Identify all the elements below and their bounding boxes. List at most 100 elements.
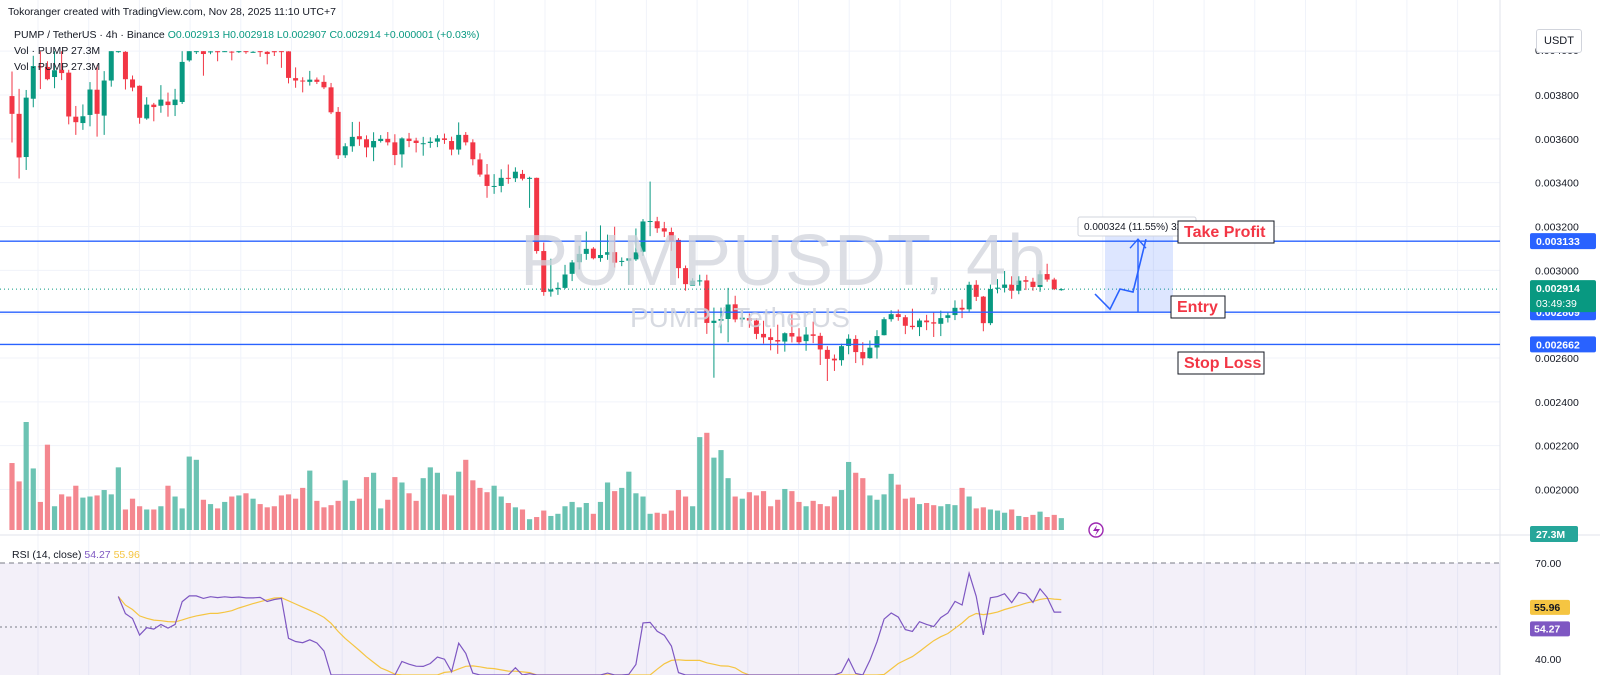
volume-bar: [704, 432, 710, 530]
volume-bar: [484, 492, 490, 530]
volume-badge: 27.3M: [1536, 529, 1565, 541]
candle-body: [144, 104, 150, 119]
volume-bar: [158, 506, 164, 530]
volume-bar: [739, 498, 745, 530]
candle-body: [293, 78, 299, 81]
ohlc-low: L0.002907: [276, 29, 327, 41]
candle-body: [498, 177, 504, 186]
candle-body: [562, 274, 568, 288]
candle-body: [434, 138, 440, 142]
candle-body: [817, 335, 823, 350]
candle-body: [931, 322, 937, 324]
candle-body: [1037, 274, 1043, 287]
candle-body: [314, 79, 320, 82]
candle-body: [803, 334, 809, 342]
volume-bar: [44, 444, 51, 530]
rsi-line: [117, 570, 1062, 675]
candle-body: [300, 80, 306, 82]
volume-bar: [541, 510, 547, 530]
symbol-watermark: PUMPUSDT, 4h: [520, 221, 1049, 301]
candle-body: [399, 138, 405, 155]
rsi-tick-label: 40.00: [1535, 654, 1561, 666]
candle-body: [853, 338, 859, 353]
rsi-legend[interactable]: RSI (14, close) 54.27 55.96: [12, 549, 140, 561]
volume-bar: [555, 513, 561, 530]
volume-bar: [250, 498, 256, 530]
candle-body: [980, 296, 986, 324]
candle-body: [810, 334, 816, 336]
symbol-info[interactable]: PUMP / TetherUS · 4h · Binance: [14, 29, 165, 41]
volume-bar: [1016, 515, 1022, 530]
candle-body: [597, 254, 603, 259]
candle-body: [335, 111, 341, 156]
candle-body: [130, 79, 136, 88]
volume-bar: [987, 509, 994, 530]
price-tick-label: 0.003200: [1535, 222, 1579, 234]
volume-bar: [654, 512, 660, 530]
candle-body: [590, 248, 596, 259]
price-tick-label: 0.003000: [1535, 265, 1579, 277]
volume-bar: [186, 456, 192, 530]
volume-bar: [1044, 517, 1050, 530]
volume-row-2[interactable]: Vol · PUMP 27.3M: [14, 61, 101, 73]
candle-body: [527, 177, 533, 179]
candle-body: [534, 177, 540, 252]
volume-bar: [399, 482, 405, 530]
symbol-info-line[interactable]: PUMP / TetherUS · 4h · Binance O0.002913…: [14, 29, 480, 41]
volume-bar: [760, 491, 767, 530]
volume-bar: [321, 507, 327, 530]
candle-body: [236, 51, 242, 53]
volume-bar: [888, 473, 894, 530]
volume-bar: [427, 467, 433, 530]
volume-bar: [633, 493, 639, 530]
candle-body: [605, 252, 611, 255]
price-tick-label: 0.003800: [1535, 90, 1579, 102]
candle-body: [349, 136, 355, 147]
take-profit-label: Take Profit: [1184, 224, 1266, 241]
candle-body: [158, 99, 164, 106]
price-tick-label: 0.002400: [1535, 397, 1579, 409]
candle-body: [881, 319, 887, 336]
volume-bar: [853, 472, 859, 530]
rsi-title[interactable]: RSI (14, close): [12, 549, 82, 561]
candle-body: [683, 268, 689, 285]
volume-bar: [356, 498, 363, 530]
candle-body: [328, 87, 334, 113]
candle-body: [753, 320, 759, 334]
volume-bar: [73, 485, 79, 530]
candle-body: [371, 141, 377, 148]
candle-body: [193, 51, 199, 53]
candle-body: [9, 96, 15, 114]
volume-bar: [37, 501, 43, 530]
volume-bar: [151, 509, 157, 530]
volume-bar: [335, 500, 341, 530]
volume-bar: [711, 457, 717, 530]
rsi-value-badge: 54.27: [1534, 623, 1560, 635]
volume-bar: [30, 468, 36, 530]
candle-body: [73, 116, 79, 123]
measure-tooltip-text: 0.000324 (11.55%) 324: [1084, 222, 1188, 233]
candle-body: [505, 177, 511, 179]
volume-bar: [519, 509, 526, 530]
lightning-icon-glyph: [1093, 525, 1100, 536]
volume-bar: [470, 480, 476, 530]
candle-body: [739, 317, 745, 320]
volume-bar: [902, 498, 908, 530]
volume-bar: [115, 467, 121, 530]
candle-body: [867, 347, 873, 359]
volume-bar: [413, 500, 419, 530]
candle-body: [427, 141, 433, 143]
volume-bar: [392, 477, 398, 530]
candle-body: [52, 70, 58, 78]
volume-bar: [477, 487, 483, 530]
candle-body: [1009, 284, 1015, 291]
volume-bar: [597, 501, 604, 530]
volume-bar: [690, 506, 696, 530]
volume-row-1[interactable]: Vol · PUMP 27.3M: [14, 45, 101, 57]
candle-body: [16, 113, 22, 158]
currency-button[interactable]: USDT: [1536, 29, 1582, 53]
candle-body: [888, 314, 894, 320]
volume-bar: [243, 493, 249, 530]
volume-bar: [938, 506, 944, 530]
